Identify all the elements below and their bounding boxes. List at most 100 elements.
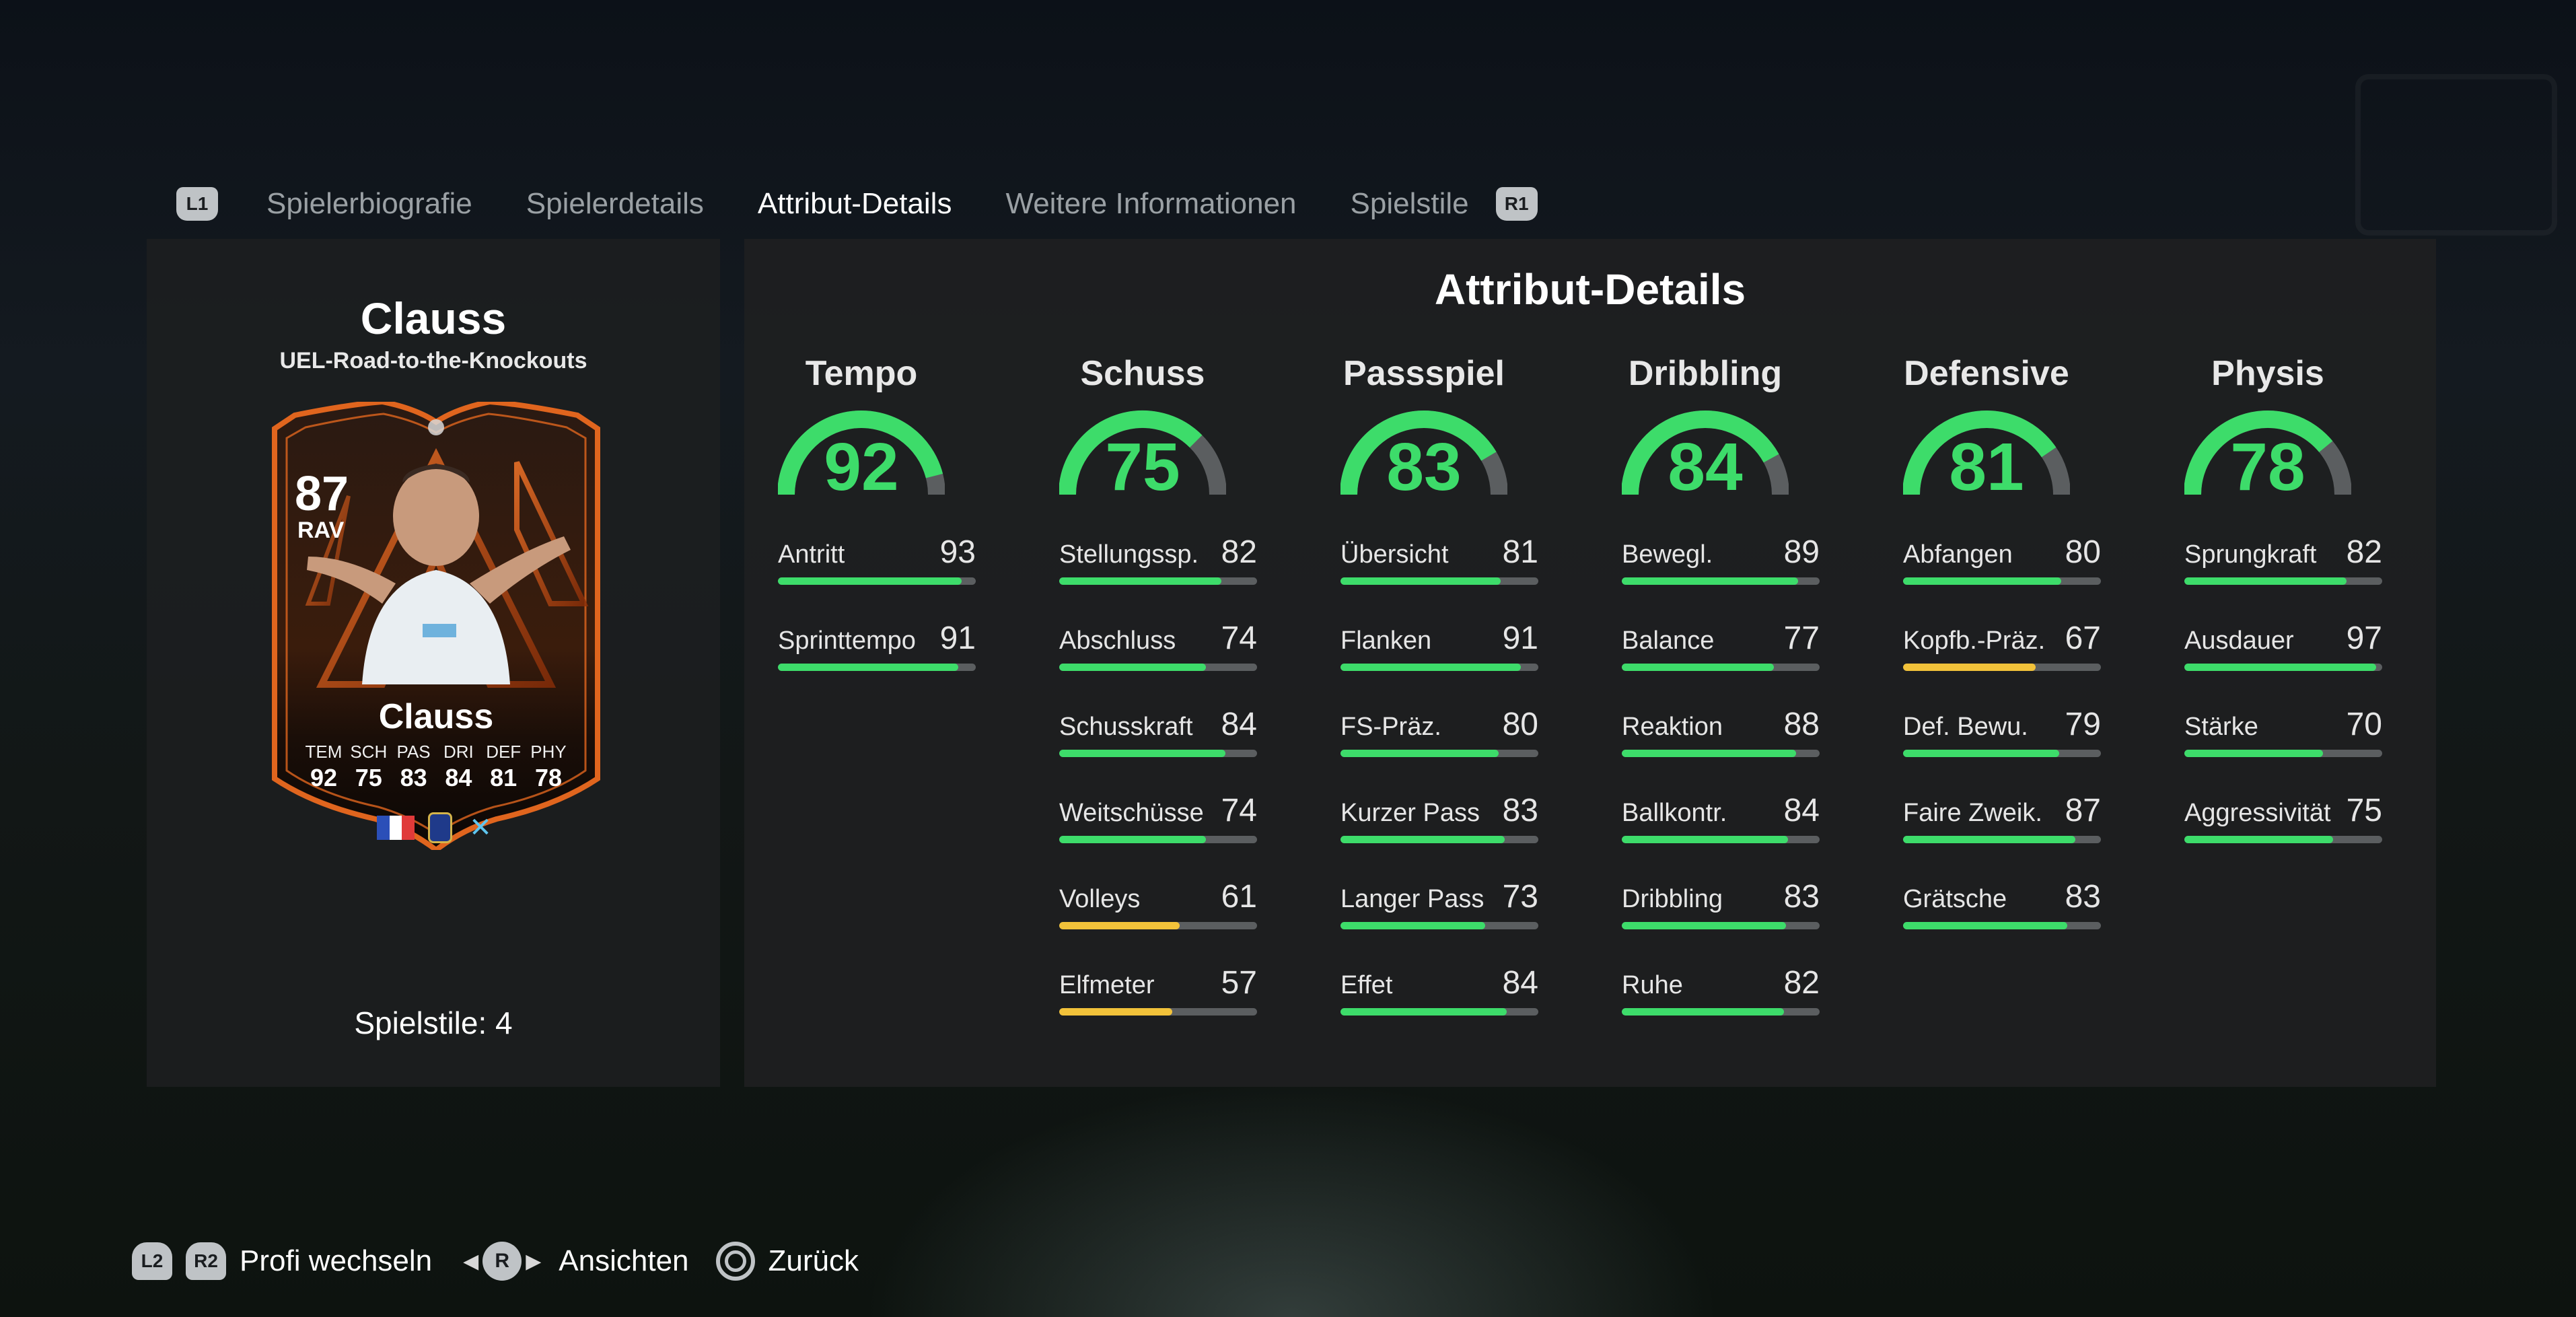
attribute-bar — [2184, 577, 2382, 585]
attribute-bar — [1340, 577, 1538, 585]
attribute-label: Grätsche — [1903, 885, 2007, 913]
category-name: Defensive — [1904, 354, 2069, 393]
attribute-bar-fill — [1059, 577, 1222, 585]
back-label[interactable]: Zurück — [768, 1244, 859, 1277]
card-stat-value: 92 — [310, 764, 338, 791]
attribute-bar-fill — [1622, 664, 1775, 671]
attribute-details-title: Attribut-Details — [1434, 265, 1746, 314]
attribute-details-panel: Attribut-Details Tempo 92 Antritt 93 Sprintt… — [744, 239, 2436, 1087]
r1-button-icon[interactable]: R1 — [1495, 187, 1538, 221]
attribute-value: 87 — [2065, 793, 2101, 828]
attribute-bar — [1622, 664, 1820, 671]
card-stat-value: 81 — [490, 764, 517, 791]
right-stick-icon[interactable]: ◀ R ▶ — [459, 1242, 545, 1281]
attribute-bar — [778, 664, 976, 671]
attribute-row: FS-Präz. 80 — [1340, 706, 1540, 792]
attribute-value: 84 — [1502, 965, 1538, 1001]
card-position: RAV — [297, 518, 345, 543]
card-stat-shooting: SCH 75 — [347, 742, 391, 792]
attribute-row: Aggressivität 75 — [2184, 792, 2384, 878]
attribute-value: 83 — [2065, 879, 2101, 915]
attribute-label: Aggressivität — [2184, 799, 2331, 827]
card-rating: 87 — [295, 467, 349, 521]
l2-button-icon[interactable]: L2 — [132, 1242, 172, 1280]
card-stat-dribbling: DRI 84 — [436, 742, 480, 792]
attribute-value: 97 — [2346, 620, 2382, 656]
background-shape — [2355, 74, 2557, 236]
card-stat-pace: TEM 92 — [301, 742, 346, 792]
card-stat-label: DEF — [486, 742, 522, 762]
card-stat-physical: PHY 78 — [526, 742, 571, 792]
attribute-label: Sprinttempo — [778, 627, 916, 655]
attribute-bar — [1059, 577, 1257, 585]
gauge-arc — [1903, 411, 2070, 495]
attribute-label: Stellungssp. — [1059, 540, 1199, 569]
category-gauge: 83 — [1323, 410, 1525, 511]
tab-weitere-informationen[interactable]: Weitere Informationen — [1005, 187, 1297, 220]
attribute-row: Stellungssp. 82 — [1059, 534, 1258, 620]
card-stat-value: 84 — [445, 764, 472, 791]
attribute-bar — [1903, 922, 2101, 929]
circle-button-icon[interactable] — [715, 1242, 755, 1281]
attribute-row: Ruhe 82 — [1622, 964, 1821, 1051]
attribute-bar-fill — [1622, 836, 1788, 843]
attribute-value: 83 — [1502, 793, 1538, 828]
tab-attribut-details[interactable]: Attribut-Details — [757, 187, 952, 220]
attribute-label: Antritt — [778, 540, 845, 569]
attribute-label: Reaktion — [1622, 713, 1723, 741]
player-name: Clauss — [360, 293, 507, 343]
attribute-value: 73 — [1502, 879, 1538, 915]
attribute-bar-fill — [1340, 1008, 1507, 1016]
category-value: 92 — [824, 429, 899, 505]
gauge-fill — [778, 411, 943, 495]
attribute-value: 82 — [1221, 534, 1257, 570]
category-schuss: Schuss 75 — [1042, 353, 1244, 511]
attribute-row: Dribbling 83 — [1622, 878, 1821, 964]
tab-spielerdetails[interactable]: Spielerdetails — [526, 187, 704, 220]
attribute-bar — [1340, 750, 1538, 757]
attribute-bar — [1903, 664, 2101, 671]
attribute-value: 91 — [1502, 620, 1538, 656]
attribute-label: Abschluss — [1059, 627, 1176, 655]
attribute-row: Balance 77 — [1622, 620, 1821, 706]
gauge-fill — [1340, 411, 1497, 495]
attribute-row: Reaktion 88 — [1622, 706, 1821, 792]
attribute-label: Elfmeter — [1059, 971, 1155, 999]
tab-bar: L1 Spielerbiografie Spielerdetails Attri… — [176, 180, 1538, 227]
france-flag-icon — [377, 816, 415, 840]
gauge-arc — [1622, 411, 1789, 495]
attribute-bar-fill — [1340, 836, 1505, 843]
r2-button-icon[interactable]: R2 — [186, 1242, 226, 1280]
tab-spielstile[interactable]: Spielstile — [1350, 187, 1469, 220]
views-label[interactable]: Ansichten — [559, 1244, 689, 1277]
attribute-row: Elfmeter 57 — [1059, 964, 1258, 1051]
attribute-bar-fill — [778, 664, 958, 671]
attribute-bar-fill — [1340, 577, 1501, 585]
attribute-bar-fill — [1622, 1008, 1785, 1016]
attribute-value: 79 — [2065, 707, 2101, 742]
switch-player-label[interactable]: Profi wechseln — [240, 1244, 433, 1277]
attribute-row: Volleys 61 — [1059, 878, 1258, 964]
attribute-bar — [1903, 750, 2101, 757]
attribute-bar — [2184, 664, 2382, 671]
attribute-bar — [1340, 922, 1538, 929]
gauge-fill — [1622, 411, 1779, 495]
category-value: 81 — [1949, 429, 2024, 505]
attribute-bar-fill — [1903, 664, 2036, 671]
attribute-value: 80 — [1502, 707, 1538, 742]
attribute-value: 91 — [939, 620, 976, 656]
attribute-bar — [1622, 577, 1820, 585]
attribute-row: Kopfb.-Präz. 67 — [1903, 620, 2102, 706]
category-value: 83 — [1386, 429, 1462, 505]
attribute-row: Kurzer Pass 83 — [1340, 792, 1540, 878]
tab-spielerbiografie[interactable]: Spielerbiografie — [266, 187, 472, 220]
l1-button-icon[interactable]: L1 — [176, 187, 218, 221]
category-name: Physis — [2211, 354, 2324, 393]
attribute-label: Weitschüsse — [1059, 799, 1204, 827]
attribute-label: Dribbling — [1622, 885, 1723, 913]
card-stat-value: 75 — [355, 764, 382, 791]
gauge-arc — [1340, 411, 1507, 495]
category-passspiel: Passspiel 83 — [1323, 353, 1525, 511]
attribute-bar — [778, 577, 976, 585]
arrow-right-icon: ▶ — [526, 1250, 542, 1273]
